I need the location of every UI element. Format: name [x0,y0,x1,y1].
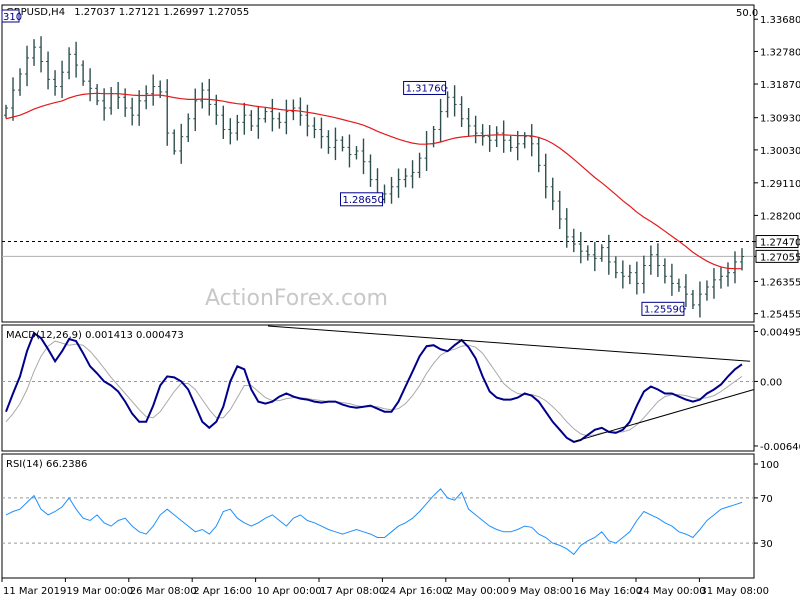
price-axis-highlight [755,249,799,263]
x-axis-label: 10 Apr 00:00 [257,586,322,597]
macd-trendline [572,389,755,443]
price-axis-label: 1.27055 [760,252,800,263]
x-axis-label: 16 May 16:00 [574,586,643,597]
macd-axis-label: -0.00640 [760,442,800,453]
symbol-header: GBPUSD,H4 1.27037 1.27121 1.26997 1.2705… [6,7,249,18]
macd-axis-label: 0.004957 [760,327,800,338]
macd-axis-label: 0.00 [760,377,782,388]
axes-group: 1.33680 1.32780 1.31870 1.30930 1.30030 1.291… [1,15,800,597]
annotation-label: 1.31760 [406,83,447,94]
symbol-timeframe: GBPUSD,H4 [6,7,65,18]
price-axis-label: 1.33680 [760,15,800,26]
macd-trendline [267,325,751,362]
x-axis-label: 11 Mar 2019 [3,586,66,597]
price-axis-label: 1.32780 [760,47,800,58]
price-axis-label: 1.25455 [760,310,800,321]
ohlc-values: 1.27037 1.27121 1.26997 1.27055 [74,7,249,18]
x-axis-label: 26 Mar 08:00 [130,586,197,597]
rsi-series-group [2,488,754,556]
top-right-value: 50.0 [736,8,758,19]
annotation-label: 1.28650 [343,195,384,206]
x-axis-label: 19 Mar 00:00 [66,586,133,597]
rsi-axis-label: 100 [760,460,779,471]
annotation-label: 1.25590 [644,304,685,315]
macd-series-group [2,325,755,443]
price-series-group: 1.31760 1.28650 1.25590 [2,36,754,318]
price-axis-label: 1.27470 [760,238,800,249]
rsi-axis-label: 30 [760,539,773,550]
x-axis-label: 24 Apr 16:00 [383,586,448,597]
x-axis-label: 2 Apr 16:00 [193,586,252,597]
price-axis-label: 1.29110 [760,179,800,190]
macd-main-line [5,331,743,443]
price-axis-label: 1.28200 [760,211,800,222]
watermark: ActionForex.com [205,286,388,311]
x-axis-label: 9 May 08:00 [510,586,572,597]
x-axis-label: 24 May 00:00 [637,586,706,597]
rsi-panel-frame [1,453,755,579]
price-axis-label: 1.30030 [760,146,800,157]
rsi-label: RSI(14) 66.2386 [6,459,87,470]
annotation-box [403,80,447,95]
moving-average-line [5,92,742,270]
price-axis-label: 1.26355 [760,277,800,288]
x-axis-label: 31 May 08:00 [700,586,769,597]
rsi-line [5,488,743,556]
rsi-axis-label: 70 [760,494,773,505]
x-axis-label: 2 May 00:00 [447,586,509,597]
x-axis-label: 17 Apr 08:00 [320,586,385,597]
left-cut-label-box [1,9,20,23]
macd-label: MACD(12,26,9) 0.001413 0.000473 [6,330,184,341]
price-panel-frame [1,4,755,323]
price-axis-label: 1.31870 [760,80,800,91]
annotation-box [641,301,685,316]
price-axis-highlight [755,235,799,249]
left-cut-label: 310 [3,12,22,23]
price-axis-label: 1.30930 [760,114,800,125]
annotation-box [340,192,384,207]
